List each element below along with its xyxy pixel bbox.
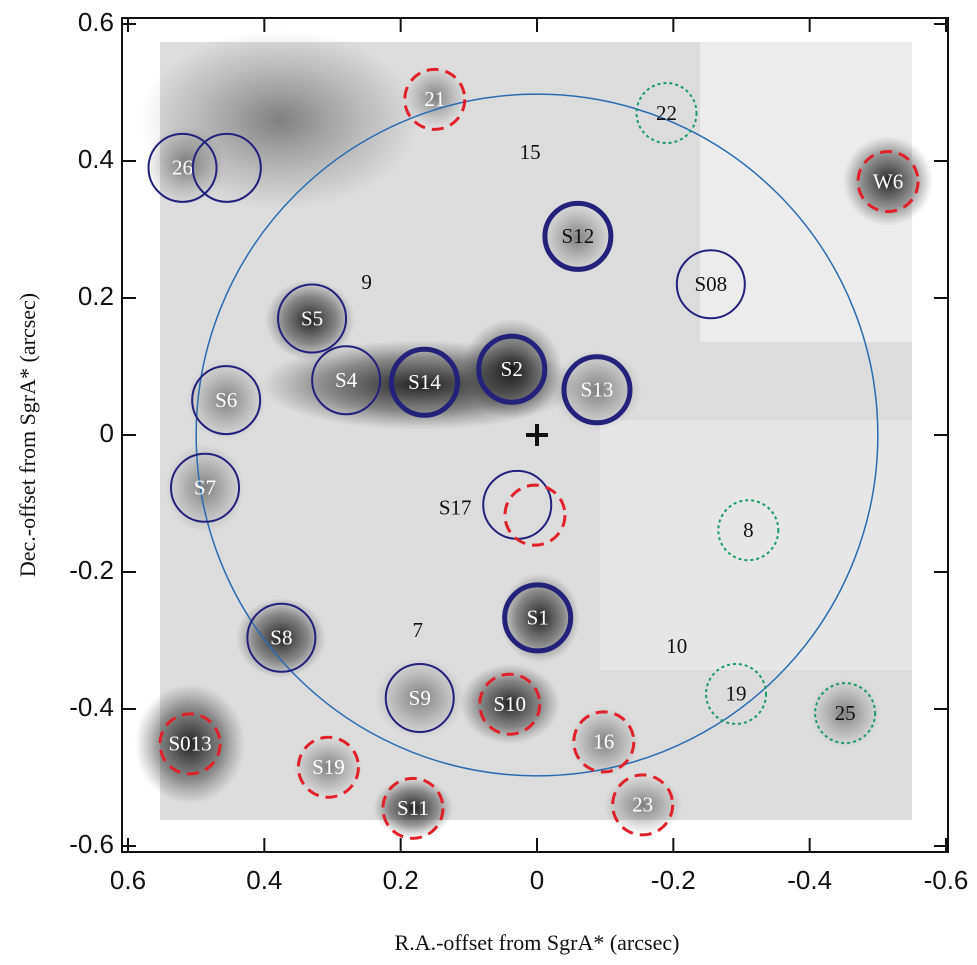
- source-circle: [246, 602, 317, 673]
- source-circle: [277, 283, 348, 354]
- origin-marker: [526, 424, 548, 446]
- x-tick-label: 0.2: [383, 865, 419, 895]
- source-circle: [389, 346, 461, 418]
- source-circle: [717, 499, 780, 562]
- source-circle: [476, 333, 548, 405]
- source-label: 16: [593, 730, 614, 754]
- source-label: S14: [408, 370, 441, 394]
- source-circle: [384, 663, 455, 734]
- y-tick-label: -0.2: [69, 555, 114, 585]
- source-circle: [170, 452, 241, 523]
- source-circle: [478, 672, 542, 736]
- y-tick-label: 0.4: [78, 144, 114, 174]
- source-label: 15: [520, 140, 541, 164]
- source-label: S11: [397, 796, 429, 820]
- source-label: 8: [743, 518, 754, 542]
- source-label: S5: [301, 306, 323, 330]
- source-circle: [542, 200, 614, 272]
- y-tick-label: -0.6: [69, 829, 114, 859]
- source-label: S12: [562, 224, 595, 248]
- source-circle: [296, 735, 360, 799]
- source-circle: [503, 483, 567, 547]
- source-label: S7: [194, 476, 216, 500]
- source-label: 26: [172, 156, 193, 180]
- source-circle: [158, 712, 222, 776]
- x-tick-label: 0: [530, 865, 544, 895]
- x-tick-label: -0.2: [651, 865, 696, 895]
- source-label: 23: [632, 793, 653, 817]
- source-label: S013: [168, 732, 211, 756]
- source-circle: [814, 682, 877, 745]
- source-label: 25: [835, 701, 856, 725]
- x-tick-label: 0.4: [246, 865, 282, 895]
- image: [135, 30, 933, 838]
- source-label: S1: [527, 606, 549, 630]
- y-tick-label: 0.2: [78, 281, 114, 311]
- source-label: 22: [656, 101, 677, 125]
- source-label: S8: [270, 626, 292, 650]
- source-circle: [381, 776, 445, 840]
- source-circle: [502, 582, 574, 654]
- source-circle: [403, 67, 467, 131]
- field-circle: [195, 93, 879, 777]
- source-label: S10: [493, 692, 526, 716]
- source-label: S9: [409, 686, 431, 710]
- source-label: S19: [312, 755, 345, 779]
- source-label: 7: [412, 618, 423, 642]
- x-tick-label: -0.6: [924, 865, 969, 895]
- y-tick-label: -0.4: [69, 692, 114, 722]
- source-circle: [611, 773, 675, 837]
- x-tick-label: -0.4: [787, 865, 832, 895]
- source-circle: [561, 354, 633, 426]
- y-tick-label: 0: [100, 418, 114, 448]
- x-tick-label: 0.6: [110, 865, 146, 895]
- source-circle: [572, 710, 636, 774]
- y-tick-label: 0.6: [78, 7, 114, 37]
- source-label: S2: [501, 357, 523, 381]
- source-label: S13: [581, 378, 614, 402]
- source-label: S17: [439, 495, 472, 519]
- source-label: 9: [361, 270, 372, 294]
- source-label: 10: [666, 634, 687, 658]
- source-circle: [635, 82, 698, 145]
- source-circle: [147, 132, 218, 203]
- source-label: 21: [424, 87, 445, 111]
- source-label: S4: [335, 368, 358, 392]
- source-label: S08: [694, 272, 727, 296]
- source-circle: [311, 345, 382, 416]
- source-circle: [856, 150, 920, 214]
- source-circle: [191, 365, 262, 436]
- source-circle: [191, 132, 262, 203]
- y-axis-label: Dec.-offset from SgrA* (arcsec): [15, 293, 40, 577]
- source-circle: [675, 249, 746, 320]
- source-circle: [705, 662, 768, 725]
- source-label: S6: [215, 388, 237, 412]
- source-label: 19: [726, 682, 747, 706]
- source-label: W6: [873, 169, 903, 193]
- x-axis-label: R.A.-offset from SgrA* (arcsec): [395, 930, 680, 955]
